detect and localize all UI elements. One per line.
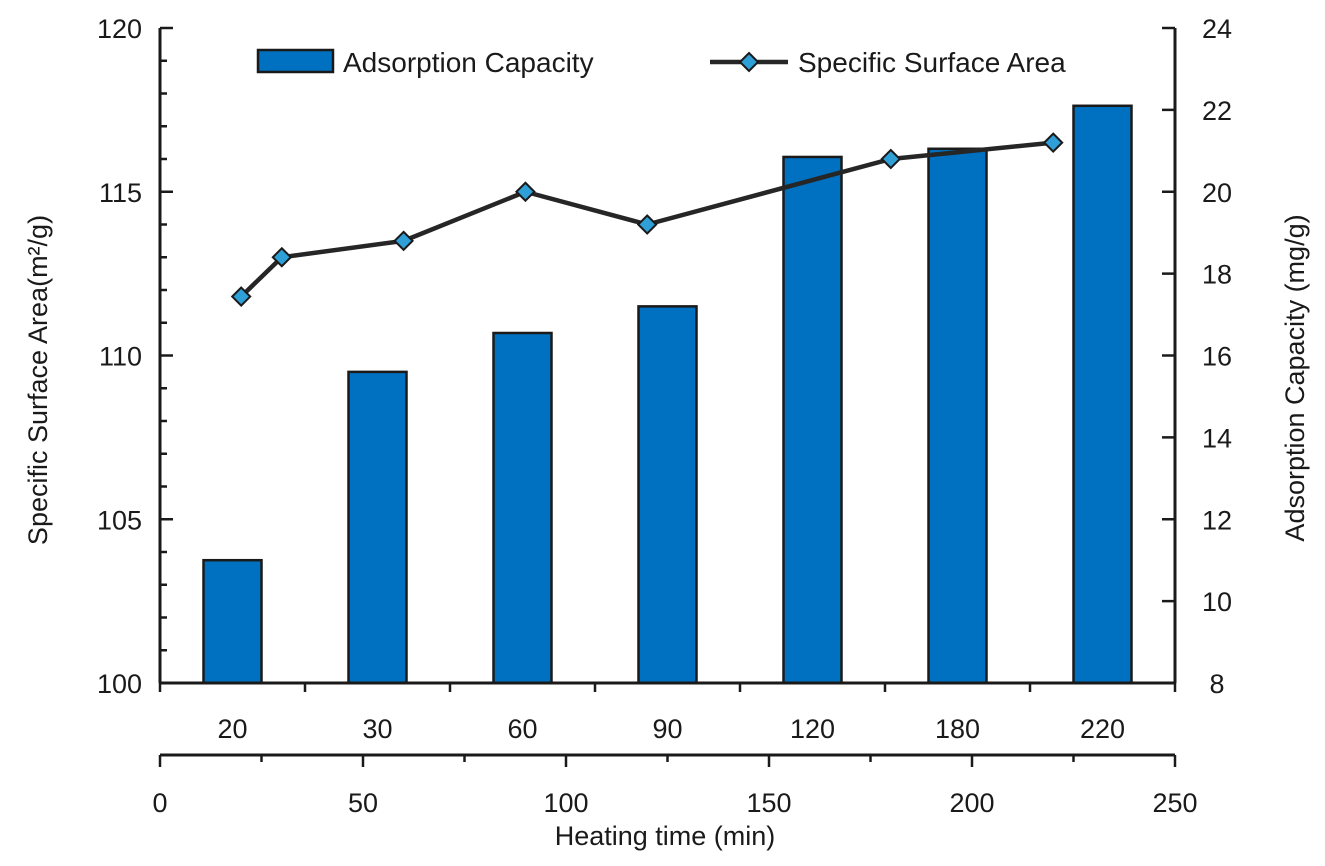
left-tick-label-110: 110 <box>99 342 142 372</box>
x-tick-label-150: 150 <box>746 788 791 818</box>
left-tick-label-115: 115 <box>99 178 142 208</box>
left-tick-label-105: 105 <box>97 505 142 535</box>
marker-60 <box>393 230 415 252</box>
bar-120 <box>782 155 843 685</box>
right-tick-label-24: 24 <box>1202 14 1232 44</box>
bar-20 <box>202 558 263 685</box>
left-tick-label-120: 120 <box>97 14 142 44</box>
legend-marker-swatch <box>738 51 760 73</box>
legend-bar-swatch <box>256 48 335 74</box>
line-layer <box>230 132 1064 307</box>
left-axis-title: Specific Surface Area(m²/g) <box>23 215 53 545</box>
legend-bar-label: Adsorption Capacity <box>343 47 594 78</box>
bars-layer <box>202 104 1133 685</box>
right-tick-label-20: 20 <box>1202 178 1232 208</box>
legend-line-label: Specific Surface Area <box>798 47 1066 78</box>
right-tick-label-14: 14 <box>1202 423 1232 453</box>
x-tick-label-100: 100 <box>543 788 588 818</box>
marker-30 <box>271 246 293 268</box>
bottom-axis-title: Heating time (min) <box>555 821 776 851</box>
ticks-layer: 100 105 110 115 120 8 10 12 14 16 18 20 22 24 20 30 60 90… <box>97 14 1232 818</box>
x-tick-label-250: 250 <box>1152 788 1197 818</box>
right-axis-title: Adsorption Capacity (mg/g) <box>1280 214 1310 541</box>
bar-220 <box>1072 104 1133 685</box>
category-label-20: 20 <box>217 714 247 744</box>
legend: Adsorption Capacity Specific Surface Are… <box>256 47 1066 78</box>
bar-30 <box>347 370 408 685</box>
marker-180 <box>880 148 902 170</box>
category-label-120: 120 <box>790 714 835 744</box>
left-tick-label-100: 100 <box>97 669 142 699</box>
right-tick-label-10: 10 <box>1202 587 1232 617</box>
bar-90 <box>637 305 698 685</box>
marker-120 <box>636 214 658 235</box>
marker-220 <box>1042 132 1064 154</box>
bar-60 <box>492 331 553 685</box>
category-label-30: 30 <box>362 714 392 744</box>
right-tick-label-16: 16 <box>1202 342 1232 372</box>
x-tick-label-50: 50 <box>348 788 378 818</box>
category-label-220: 220 <box>1080 714 1125 744</box>
right-tick-label-22: 22 <box>1202 96 1232 126</box>
x-tick-label-0: 0 <box>152 788 167 818</box>
category-label-60: 60 <box>507 714 537 744</box>
bar-180 <box>927 147 988 685</box>
right-tick-label-12: 12 <box>1202 505 1232 535</box>
right-tick-label-8: 8 <box>1209 669 1224 699</box>
category-label-90: 90 <box>652 714 682 744</box>
marker-90 <box>514 181 536 203</box>
x-tick-label-200: 200 <box>949 788 994 818</box>
marker-20 <box>230 286 252 307</box>
category-label-180: 180 <box>935 714 980 744</box>
right-tick-label-18: 18 <box>1202 260 1232 290</box>
